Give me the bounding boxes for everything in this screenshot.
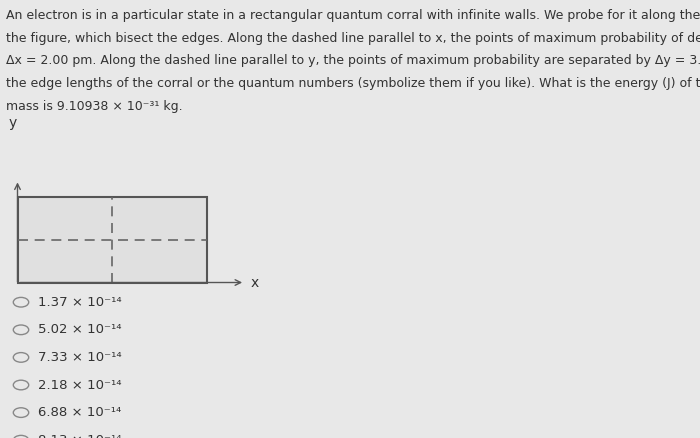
Text: 6.88 × 10⁻¹⁴: 6.88 × 10⁻¹⁴ xyxy=(38,406,122,419)
Bar xyxy=(18,197,206,283)
Text: 1.37 × 10⁻¹⁴: 1.37 × 10⁻¹⁴ xyxy=(38,296,122,309)
Text: Δx = 2.00 pm. Along the dashed line parallel to y, the points of maximum probabi: Δx = 2.00 pm. Along the dashed line para… xyxy=(6,54,700,67)
Text: mass is 9.10938 × 10⁻³¹ kg.: mass is 9.10938 × 10⁻³¹ kg. xyxy=(6,100,182,113)
Text: y: y xyxy=(8,116,17,130)
Text: 7.33 × 10⁻¹⁴: 7.33 × 10⁻¹⁴ xyxy=(38,351,122,364)
Text: the figure, which bisect the edges. Along the dashed line parallel to x, the poi: the figure, which bisect the edges. Alon… xyxy=(6,32,700,45)
Text: 2.18 × 10⁻¹⁴: 2.18 × 10⁻¹⁴ xyxy=(38,378,122,392)
Text: 5.02 × 10⁻¹⁴: 5.02 × 10⁻¹⁴ xyxy=(38,323,122,336)
Text: An electron is in a particular state in a rectangular quantum corral with infini: An electron is in a particular state in … xyxy=(6,9,700,22)
Text: x: x xyxy=(251,276,259,290)
Text: 8.13 × 10⁻¹⁴: 8.13 × 10⁻¹⁴ xyxy=(38,434,122,438)
Text: the edge lengths of the corral or the quantum numbers (symbolize them if you lik: the edge lengths of the corral or the qu… xyxy=(6,77,700,90)
